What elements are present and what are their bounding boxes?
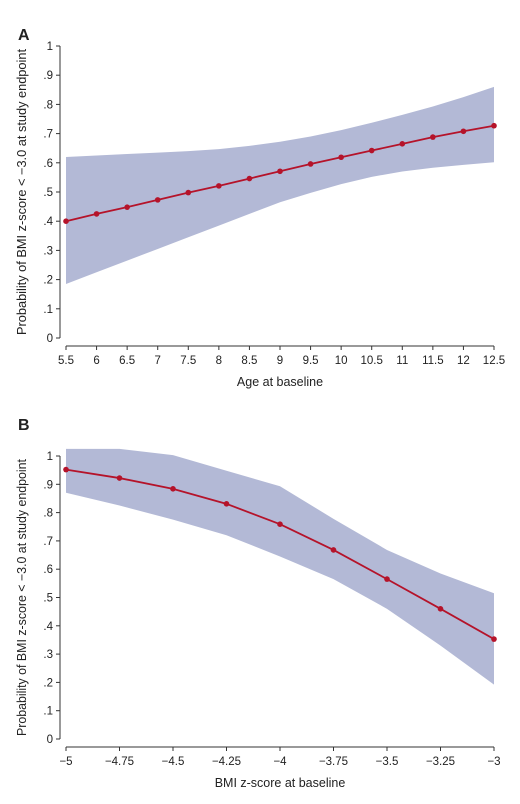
panel-a: A 0 .1 .2 .3 .4 .5 .6 .7 .8 .9 1 5.5 6 6.5 7 7.5 8 8.5 9 9.5… [15,27,505,389]
data-point [124,204,130,210]
data-point [399,141,406,147]
y-tick-label: .7 [43,536,53,548]
x-tick-label: 5.5 [58,355,74,367]
data-point [338,154,344,161]
data-point [93,211,100,217]
panel-b: B 0 .1 .2 .3 .4 .5 .6 .7 .8 .9 1 −5 −4.75 −4.5 −4.25 −4 −… [15,417,501,790]
y-tick-label: .5 [43,593,53,605]
y-tick-label: .6 [43,158,53,170]
x-tick-label: 8.5 [241,355,257,367]
y-tick-label: .1 [43,304,53,316]
x-tick-label: 10 [335,355,348,367]
data-point [491,636,497,642]
panel-label: A [18,27,30,44]
data-point [368,147,375,154]
x-tick-label: 11 [396,355,408,367]
y-tick-label: .3 [43,649,53,661]
x-tick-label: −4.25 [212,756,241,768]
x-tick-label: −4.75 [105,756,134,768]
data-point [277,168,283,175]
data-point [185,189,192,196]
y-tick-label: .9 [43,479,53,491]
x-tick-label: 6 [93,355,99,367]
x-tick-label: 12.5 [483,355,505,367]
x-tick-label: 8 [216,355,222,367]
y-tick-label: .5 [43,187,53,199]
y-tick-label: .6 [43,564,53,576]
x-tick-label: 11.5 [422,355,444,367]
x-tick-label: 7.5 [180,355,196,367]
data-point [330,547,337,553]
data-point [430,134,436,140]
x-tick-label: −4.5 [162,756,185,768]
data-point [277,521,283,528]
data-point [437,606,444,612]
x-tick-label: 7 [155,355,161,367]
x-tick-label: −4 [273,756,287,768]
data-point [223,501,230,507]
x-tick-label: −3.5 [376,756,399,768]
data-point [246,175,253,182]
x-tick-label: −3 [487,756,500,768]
x-tick-label: 9 [277,355,283,367]
y-tick-label: .4 [43,621,53,633]
confidence-band [66,448,494,685]
data-point [170,486,176,492]
x-tick-label: −3.75 [319,756,348,768]
data-point [460,128,467,135]
data-point [63,218,69,224]
y-tick-label: .4 [43,216,53,228]
y-tick-label: .9 [43,70,53,82]
x-axis-title: Age at baseline [237,375,323,389]
y-tick-label: .2 [43,275,53,287]
x-axis-title: BMI z-score at baseline [215,776,346,790]
y-tick-label: .8 [43,99,53,111]
y-tick-label: 1 [47,451,53,463]
y-tick-label: .3 [43,245,53,257]
y-tick-label: .7 [43,129,53,141]
confidence-band [66,86,494,284]
data-point [384,576,390,582]
data-point [154,197,161,203]
y-axis-title: Probability of BMI z-score < −3.0 at stu… [15,458,29,736]
y-tick-label: 1 [47,41,53,53]
y-tick-label: .8 [43,508,53,520]
y-tick-label: .1 [43,706,53,718]
data-point [491,122,497,129]
data-point [307,161,314,167]
x-tick-label: 9.5 [303,355,319,367]
x-tick-label: −5 [59,756,72,768]
x-tick-label: 6.5 [119,355,135,367]
y-axis-title: Probability of BMI z-score < −3.0 at stu… [15,48,29,335]
panel-label: B [18,417,30,434]
y-tick-label: .2 [43,677,53,689]
data-point [116,475,123,481]
x-tick-label: 12 [457,355,470,367]
y-tick-label: 0 [47,734,53,746]
y-tick-label: 0 [47,333,53,345]
data-point [216,183,222,189]
x-tick-label: −3.25 [426,756,455,768]
x-tick-label: 10.5 [361,355,383,367]
data-point [63,466,69,473]
